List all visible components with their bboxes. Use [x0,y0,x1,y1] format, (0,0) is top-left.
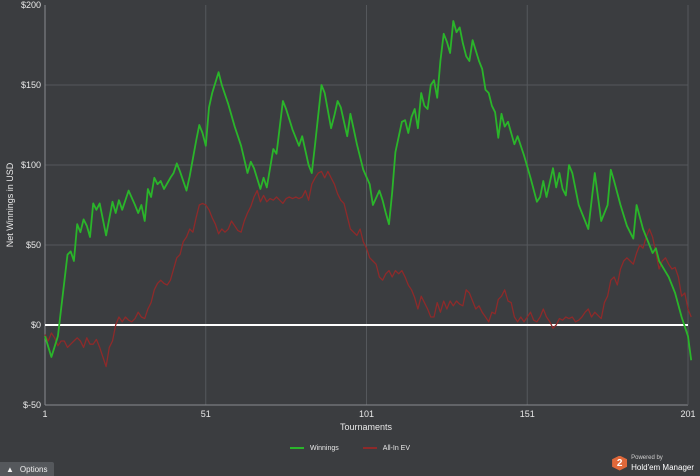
brand-badge-icon: 2 [612,455,628,471]
legend-label-allin-ev: All-In EV [382,444,411,452]
x-tick-label: 101 [359,409,374,419]
legend-label-winnings: Winnings [309,444,339,452]
brand-logo: 2 Powered by Hold'em Manager [612,454,694,472]
y-tick-label: $200 [21,0,41,10]
x-tick-label: 151 [520,409,535,419]
brand-powered-by: Powered by [631,455,663,461]
y-tick-label: $100 [21,160,41,170]
caret-up-icon: ▲ [6,464,14,474]
brand-name: Hold'em Manager [631,463,694,472]
y-tick-label: $0 [31,320,41,330]
options-button[interactable]: ▲ Options [0,462,54,476]
legend-item-allin-ev[interactable]: All-In EV [362,444,411,452]
legend-swatch-allin-ev [362,447,377,449]
legend: Winnings All-In EV [0,441,700,455]
x-tick-label: 201 [680,409,695,419]
legend-swatch-winnings [289,447,304,449]
y-axis-label: Net Winnings in USD [5,162,15,247]
legend-item-winnings[interactable]: Winnings [289,444,339,452]
brand-text: Powered by Hold'em Manager [631,454,694,472]
y-tick-label: $50 [26,240,41,250]
y-tick-label: $-50 [23,400,41,410]
series-line-winnings [44,20,693,361]
x-tick-label: 1 [42,409,47,419]
y-tick-label: $150 [21,80,41,90]
series-lines [44,20,693,368]
tick-labels: 1 51 101 151 201$-50$0$50$100$150$200 [21,0,696,419]
x-tick-label: 51 [201,409,211,419]
options-label: Options [19,464,48,474]
x-axis-label: Tournaments [340,422,393,432]
grid-lines [45,5,688,405]
series-line-allin-ev [44,170,692,368]
